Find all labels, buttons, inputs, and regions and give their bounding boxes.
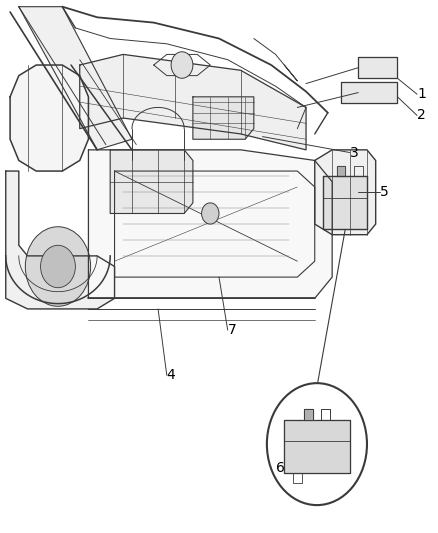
- Text: 6: 6: [276, 461, 284, 475]
- Polygon shape: [315, 150, 376, 235]
- Circle shape: [41, 245, 75, 288]
- Circle shape: [201, 203, 219, 224]
- Polygon shape: [80, 54, 306, 150]
- Polygon shape: [88, 150, 332, 298]
- Polygon shape: [304, 409, 313, 420]
- Polygon shape: [341, 82, 397, 103]
- Text: 3: 3: [350, 146, 358, 159]
- Polygon shape: [10, 65, 88, 171]
- Text: 1: 1: [417, 87, 426, 101]
- Polygon shape: [323, 176, 367, 229]
- Polygon shape: [284, 420, 350, 473]
- Polygon shape: [110, 150, 193, 214]
- Circle shape: [267, 383, 367, 505]
- Text: 5: 5: [380, 185, 389, 199]
- Text: 4: 4: [167, 368, 176, 382]
- Polygon shape: [6, 171, 115, 309]
- Polygon shape: [193, 97, 254, 139]
- Polygon shape: [358, 57, 397, 78]
- Circle shape: [171, 52, 193, 78]
- Circle shape: [25, 227, 91, 306]
- Polygon shape: [336, 166, 345, 176]
- Text: 7: 7: [228, 323, 237, 337]
- Polygon shape: [19, 7, 132, 150]
- Text: 2: 2: [417, 108, 426, 123]
